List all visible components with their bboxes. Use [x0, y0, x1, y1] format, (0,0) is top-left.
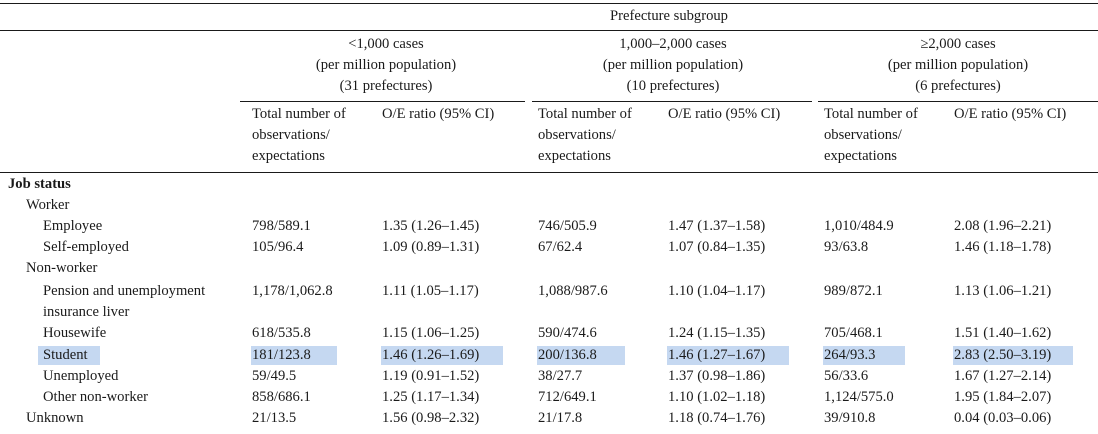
cell-pension-ratio-1: 1.11 (1.05–1.17): [382, 283, 479, 299]
cell-housewife-obs-2: 590/474.6: [538, 325, 597, 341]
section-title: Job status: [8, 176, 71, 192]
group-rule-3: [818, 101, 1098, 102]
subheader-obs-2-line-3: expectations: [538, 148, 611, 164]
subheader-ratio-1: O/E ratio (95% CI): [382, 106, 495, 122]
row-label-self-employed: Self-employed: [43, 239, 129, 255]
cell-unknown-obs-2: 21/17.8: [538, 410, 583, 426]
subheader-obs-3-line-2: observations/: [824, 127, 902, 143]
subheader-obs-3-line-3: expectations: [824, 148, 897, 164]
cell-self-employed-obs-2: 67/62.4: [538, 239, 583, 255]
cell-employee-obs-1: 798/589.1: [252, 218, 311, 234]
row-highlight-ratio-1: [381, 346, 503, 365]
cell-student-ratio-1: 1.46 (1.26–1.69): [382, 347, 480, 363]
cell-unknown-obs-1: 21/13.5: [252, 410, 297, 426]
cell-employee-obs-2: 746/505.9: [538, 218, 597, 234]
row-highlight-obs-1: [251, 346, 337, 365]
cell-housewife-obs-1: 618/535.8: [252, 325, 311, 341]
top-rule: [0, 3, 1098, 4]
cell-student-ratio-2: 1.46 (1.27–1.67): [668, 347, 766, 363]
cell-pension-ratio-3: 1.13 (1.06–1.21): [954, 283, 1052, 299]
group-header-1-line-3: (31 prefectures): [339, 78, 433, 94]
cell-pension-obs-1: 1,178/1,062.8: [252, 283, 333, 299]
row-highlight-label: [38, 346, 100, 365]
cell-unemployed-ratio-3: 1.67 (1.27–2.14): [954, 368, 1052, 384]
cell-employee-ratio-3: 2.08 (1.96–2.21): [954, 218, 1052, 234]
cell-housewife-obs-3: 705/468.1: [824, 325, 883, 341]
row-label-non-worker: Non-worker: [26, 260, 98, 276]
cell-self-employed-obs-3: 93/63.8: [824, 239, 869, 255]
row-highlight-ratio-2: [667, 346, 789, 365]
subheader-obs-2-line-2: observations/: [538, 127, 616, 143]
cell-unknown-ratio-1: 1.56 (0.98–2.32): [382, 410, 480, 426]
row-label-unknown: Unknown: [26, 410, 84, 426]
cell-other-non-worker-obs-1: 858/686.1: [252, 389, 311, 405]
row-highlight-ratio-3: [953, 346, 1073, 365]
group-header-2-line-1: 1,000–2,000 cases: [619, 36, 727, 52]
cell-housewife-ratio-2: 1.24 (1.15–1.35): [668, 325, 766, 341]
cell-employee-ratio-2: 1.47 (1.37–1.58): [668, 218, 766, 234]
cell-housewife-ratio-3: 1.51 (1.40–1.62): [954, 325, 1052, 341]
subheader-obs-1-line-2: observations/: [252, 127, 330, 143]
spanner-rule: [0, 30, 1098, 31]
cell-other-non-worker-ratio-1: 1.25 (1.17–1.34): [382, 389, 480, 405]
group-rule-2: [532, 101, 812, 102]
cell-pension-obs-3: 989/872.1: [824, 283, 883, 299]
cell-unemployed-obs-1: 59/49.5: [252, 368, 297, 384]
subheader-ratio-3: O/E ratio (95% CI): [954, 106, 1067, 122]
subheader-obs-2-line-1: Total number of: [538, 106, 632, 122]
cell-student-ratio-3: 2.83 (2.50–3.19): [954, 347, 1052, 363]
spanner-header: Prefecture subgroup: [610, 8, 728, 24]
group-header-2-line-2: (per million population): [602, 57, 744, 73]
row-label-employee: Employee: [43, 218, 103, 234]
cell-unknown-obs-3: 39/910.8: [824, 410, 876, 426]
cell-employee-ratio-1: 1.35 (1.26–1.45): [382, 218, 480, 234]
cell-unknown-ratio-3: 0.04 (0.03–0.06): [954, 410, 1052, 426]
cell-unemployed-obs-3: 56/33.6: [824, 368, 869, 384]
cell-self-employed-ratio-3: 1.46 (1.18–1.78): [954, 239, 1052, 255]
row-highlight-obs-2: [537, 346, 625, 365]
row-label-pension: Pension and unemployment: [43, 283, 206, 299]
row-label-housewife: Housewife: [43, 325, 107, 341]
group-header-3-line-1: ≥2,000 cases: [920, 36, 996, 52]
group-header-1-line-2: (per million population): [315, 57, 457, 73]
cell-other-non-worker-obs-3: 1,124/575.0: [824, 389, 894, 405]
cell-employee-obs-3: 1,010/484.9: [824, 218, 894, 234]
cell-pension-obs-2: 1,088/987.6: [538, 283, 608, 299]
group-rule-1: [240, 101, 525, 102]
subheader-obs-1-line-3: expectations: [252, 148, 325, 164]
group-header-2-line-3: (10 prefectures): [626, 78, 720, 94]
row-label-student: Student: [43, 347, 88, 363]
row-label-other-non-worker: Other non-worker: [43, 389, 148, 405]
cell-pension-ratio-2: 1.10 (1.04–1.17): [668, 283, 766, 299]
cell-self-employed-ratio-1: 1.09 (0.89–1.31): [382, 239, 480, 255]
cell-other-non-worker-ratio-2: 1.10 (1.02–1.18): [668, 389, 766, 405]
subheader-obs-1-line-1: Total number of: [252, 106, 346, 122]
subheader-obs-3-line-1: Total number of: [824, 106, 918, 122]
cell-unknown-ratio-2: 1.18 (0.74–1.76): [668, 410, 766, 426]
row-highlight-obs-3: [823, 346, 905, 365]
cell-student-obs-3: 264/93.3: [824, 347, 876, 363]
cell-self-employed-obs-1: 105/96.4: [252, 239, 304, 255]
group-header-1-line-1: <1,000 cases: [348, 36, 424, 52]
header-bottom-rule: [0, 172, 1098, 173]
row-label-unemployed: Unemployed: [43, 368, 119, 384]
cell-housewife-ratio-1: 1.15 (1.06–1.25): [382, 325, 480, 341]
cell-unemployed-ratio-1: 1.19 (0.91–1.52): [382, 368, 480, 384]
row-label-pension-line-2: insurance liver: [43, 304, 130, 320]
group-header-3-line-3: (6 prefectures): [915, 78, 1001, 94]
cell-other-non-worker-ratio-3: 1.95 (1.84–2.07): [954, 389, 1052, 405]
cell-self-employed-ratio-2: 1.07 (0.84–1.35): [668, 239, 766, 255]
cell-unemployed-obs-2: 38/27.7: [538, 368, 583, 384]
subheader-ratio-2: O/E ratio (95% CI): [668, 106, 781, 122]
cell-unemployed-ratio-2: 1.37 (0.98–1.86): [668, 368, 766, 384]
cell-student-obs-2: 200/136.8: [538, 347, 597, 363]
cell-other-non-worker-obs-2: 712/649.1: [538, 389, 597, 405]
group-header-3-line-2: (per million population): [887, 57, 1029, 73]
cell-student-obs-1: 181/123.8: [252, 347, 311, 363]
row-label-worker: Worker: [26, 197, 70, 213]
